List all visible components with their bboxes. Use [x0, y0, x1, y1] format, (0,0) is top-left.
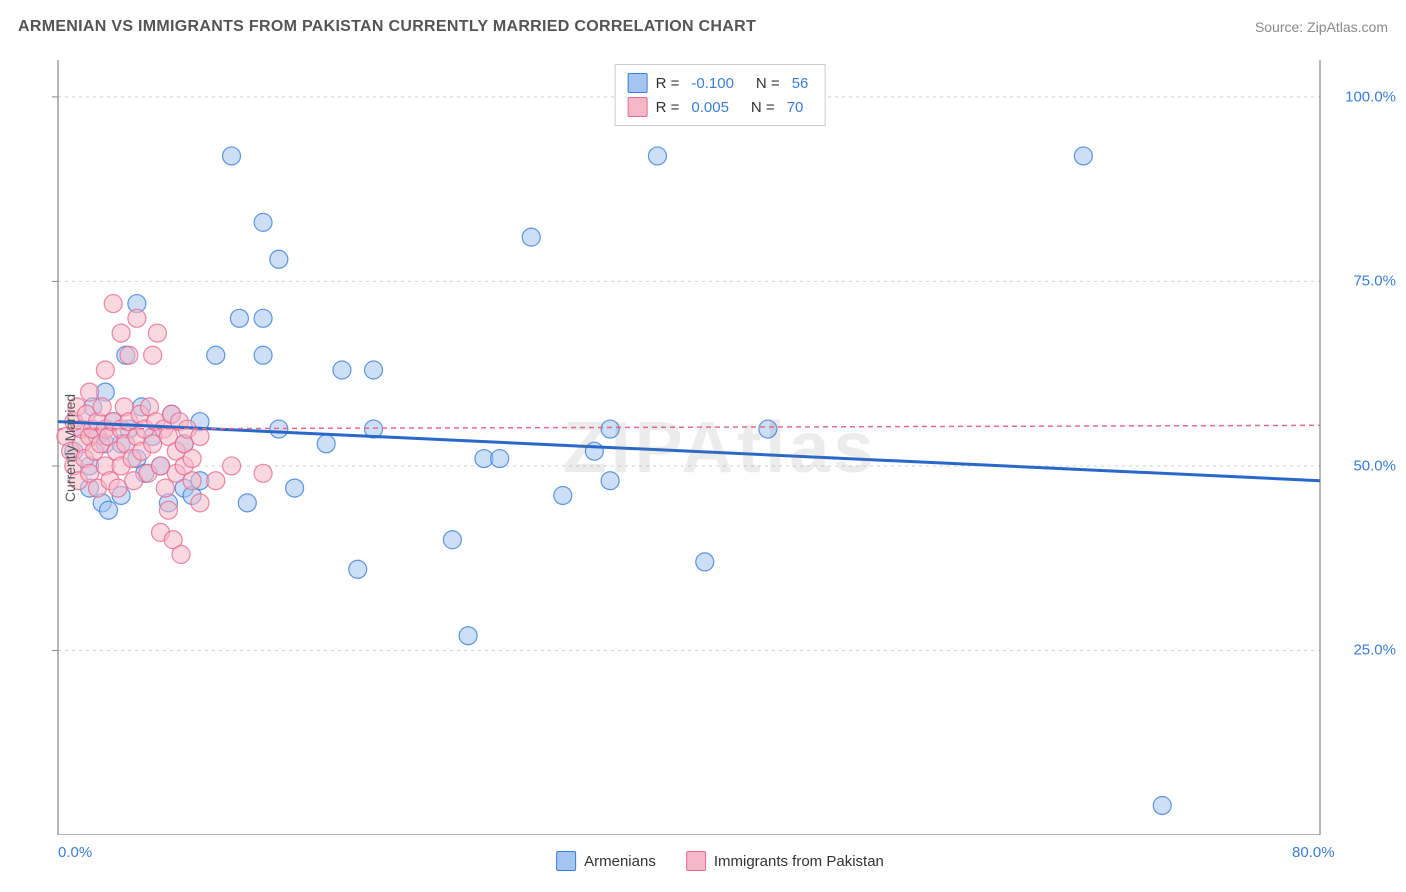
- legend-series-item: Immigrants from Pakistan: [686, 851, 884, 871]
- chart-area: ZIPAtlas R = -0.100 N = 56 R = 0.005 N =…: [50, 60, 1390, 835]
- y-tick-label: 100.0%: [1345, 88, 1396, 105]
- legend-swatch: [556, 851, 576, 871]
- source-attribution: Source: ZipAtlas.com: [1255, 19, 1388, 35]
- x-tick-label: 0.0%: [58, 844, 92, 861]
- y-axis-label: Currently Married: [62, 393, 78, 501]
- y-tick-label: 25.0%: [1353, 642, 1396, 659]
- legend-stat-row: R = 0.005 N = 70: [628, 95, 813, 119]
- series-legend: Armenians Immigrants from Pakistan: [556, 851, 884, 871]
- legend-n-label: N =: [751, 99, 775, 116]
- legend-r-label: R =: [656, 99, 680, 116]
- y-tick-label: 50.0%: [1353, 457, 1396, 474]
- chart-title: ARMENIAN VS IMMIGRANTS FROM PAKISTAN CUR…: [18, 18, 756, 36]
- legend-series-label: Armenians: [584, 853, 656, 870]
- legend-stat-row: R = -0.100 N = 56: [628, 71, 813, 95]
- legend-series-label: Immigrants from Pakistan: [714, 853, 884, 870]
- scatter-chart-svg: [50, 60, 1390, 835]
- y-tick-label: 75.0%: [1353, 273, 1396, 290]
- legend-swatch: [628, 97, 648, 117]
- legend-n-value: 70: [787, 99, 804, 116]
- correlation-legend: R = -0.100 N = 56 R = 0.005 N = 70: [615, 64, 826, 126]
- legend-series-item: Armenians: [556, 851, 656, 871]
- legend-r-value: -0.100: [691, 75, 734, 92]
- legend-r-label: R =: [656, 75, 680, 92]
- legend-n-label: N =: [756, 75, 780, 92]
- chart-header: ARMENIAN VS IMMIGRANTS FROM PAKISTAN CUR…: [18, 18, 1388, 36]
- legend-swatch: [628, 73, 648, 93]
- legend-swatch: [686, 851, 706, 871]
- x-tick-label: 80.0%: [1292, 844, 1335, 861]
- legend-r-value: 0.005: [691, 99, 729, 116]
- legend-n-value: 56: [792, 75, 809, 92]
